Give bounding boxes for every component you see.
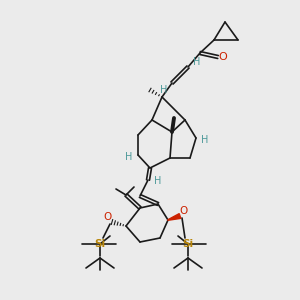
Text: H: H	[193, 57, 201, 67]
Polygon shape	[168, 214, 181, 220]
Text: Si: Si	[182, 239, 194, 249]
Text: H: H	[201, 135, 209, 145]
Text: H: H	[125, 152, 133, 162]
Text: O: O	[219, 52, 227, 62]
Text: H: H	[154, 176, 162, 186]
Text: O: O	[104, 212, 112, 222]
Text: H: H	[160, 85, 168, 95]
Text: Si: Si	[94, 239, 106, 249]
Text: O: O	[180, 206, 188, 216]
